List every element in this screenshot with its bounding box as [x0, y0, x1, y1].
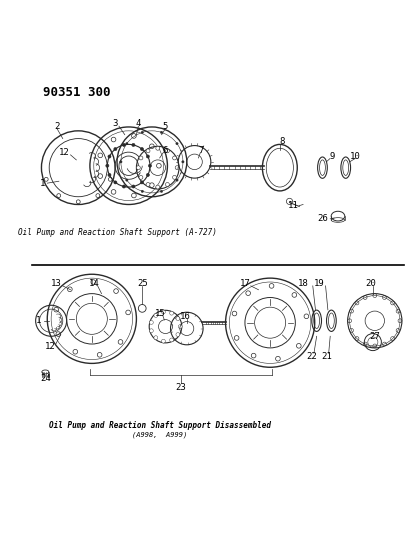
Text: (A998,  A999): (A998, A999) — [132, 432, 187, 438]
Circle shape — [108, 155, 111, 158]
Circle shape — [114, 181, 117, 184]
Circle shape — [154, 313, 158, 317]
Text: 17: 17 — [240, 279, 250, 288]
Circle shape — [178, 325, 182, 328]
Text: 1: 1 — [40, 179, 45, 188]
Text: 16: 16 — [180, 312, 190, 321]
Circle shape — [166, 182, 169, 187]
Circle shape — [132, 185, 135, 188]
Circle shape — [160, 131, 163, 134]
Text: 12: 12 — [45, 342, 56, 351]
Text: 11: 11 — [288, 201, 299, 210]
Circle shape — [146, 182, 150, 187]
Text: 8: 8 — [279, 137, 285, 146]
Circle shape — [122, 185, 126, 188]
Circle shape — [139, 175, 143, 179]
Circle shape — [170, 338, 173, 342]
Circle shape — [173, 156, 176, 160]
Circle shape — [173, 175, 176, 179]
Text: 90351 300: 90351 300 — [43, 86, 111, 99]
Circle shape — [140, 181, 143, 184]
Circle shape — [136, 166, 140, 169]
Circle shape — [170, 311, 173, 315]
Circle shape — [176, 317, 180, 320]
Circle shape — [182, 160, 184, 163]
Text: 23: 23 — [176, 383, 186, 392]
Text: 20: 20 — [366, 279, 376, 288]
Circle shape — [132, 143, 135, 147]
Text: 10: 10 — [350, 151, 361, 160]
Circle shape — [156, 185, 160, 189]
Text: 27: 27 — [369, 332, 380, 341]
Text: Oil Pump and Reaction Shaft Support Disassembled: Oil Pump and Reaction Shaft Support Disa… — [49, 421, 271, 430]
Text: 2: 2 — [54, 122, 59, 131]
Circle shape — [154, 336, 158, 340]
Circle shape — [126, 142, 128, 145]
Text: Oil Pump and Reaction Shaft Support (A-727): Oil Pump and Reaction Shaft Support (A-7… — [18, 228, 216, 237]
Circle shape — [176, 179, 178, 181]
Text: 7: 7 — [199, 146, 204, 155]
Circle shape — [141, 190, 143, 192]
Text: 3: 3 — [112, 119, 118, 128]
Text: 21: 21 — [321, 352, 332, 361]
Circle shape — [150, 329, 153, 333]
Circle shape — [108, 173, 111, 176]
Text: 5: 5 — [163, 122, 168, 131]
Circle shape — [139, 156, 143, 160]
Circle shape — [140, 148, 143, 151]
Circle shape — [166, 149, 169, 153]
Circle shape — [141, 131, 143, 134]
Text: 22: 22 — [306, 352, 317, 361]
Circle shape — [156, 147, 160, 150]
Text: 25: 25 — [137, 279, 147, 288]
Text: 1: 1 — [36, 316, 41, 325]
Circle shape — [175, 166, 179, 169]
Circle shape — [114, 148, 117, 151]
Circle shape — [146, 173, 150, 176]
Circle shape — [176, 333, 180, 336]
Circle shape — [146, 155, 150, 158]
Circle shape — [160, 190, 163, 192]
Text: 24: 24 — [40, 374, 51, 383]
Circle shape — [122, 143, 126, 147]
Text: 9: 9 — [330, 151, 335, 160]
Circle shape — [161, 339, 165, 343]
Circle shape — [120, 160, 122, 163]
Circle shape — [148, 164, 152, 167]
Circle shape — [176, 142, 178, 145]
Circle shape — [106, 164, 109, 167]
Circle shape — [146, 149, 150, 153]
Text: 4: 4 — [135, 119, 141, 128]
Circle shape — [126, 179, 128, 181]
Text: 13: 13 — [50, 279, 61, 288]
Circle shape — [161, 310, 165, 314]
Text: 18: 18 — [298, 279, 309, 288]
Text: 26: 26 — [317, 214, 328, 223]
Text: 15: 15 — [155, 309, 166, 318]
Text: 14: 14 — [88, 279, 99, 288]
Circle shape — [150, 320, 153, 325]
Text: 19: 19 — [314, 279, 325, 288]
Text: 12: 12 — [59, 148, 70, 157]
Text: 6: 6 — [163, 146, 168, 155]
